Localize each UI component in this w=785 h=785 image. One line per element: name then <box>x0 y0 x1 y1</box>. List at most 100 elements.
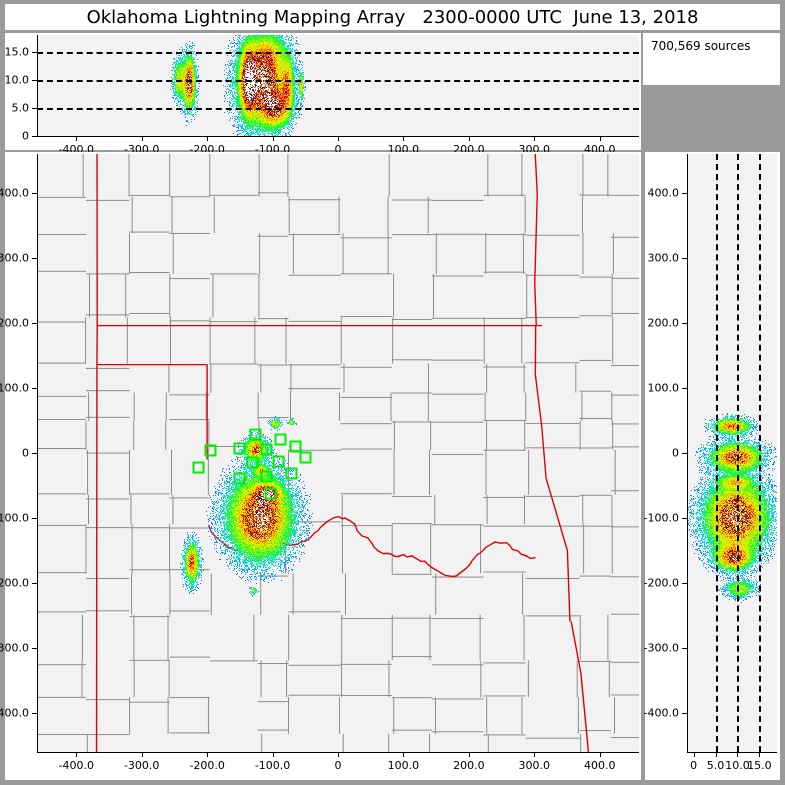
vertical-gridline <box>737 154 740 752</box>
y-tick-label: -300.0 <box>643 641 679 655</box>
x-tick-label: 400.0 <box>583 759 616 772</box>
y-tick <box>32 51 37 53</box>
x-tick-label: 5.0 <box>706 759 725 772</box>
x-tick-label: 10.0 <box>725 759 750 772</box>
y-tick-label: 100.0 <box>0 381 29 395</box>
y-tick-label: -400.0 <box>643 706 679 720</box>
y-tick <box>32 136 37 137</box>
x-tick-label: 0 <box>690 759 698 772</box>
y-tick-label: -100.0 <box>0 511 29 525</box>
y-tick <box>32 323 37 324</box>
y-tick-label: 300.0 <box>0 251 29 265</box>
y-axis-line <box>37 35 38 136</box>
y-tick <box>682 453 687 454</box>
x-tick <box>693 752 695 757</box>
x-tick <box>207 752 209 757</box>
x-tick <box>207 136 209 141</box>
y-tick-label: -300.0 <box>0 641 29 655</box>
y-tick <box>32 107 37 109</box>
y-tick <box>682 583 687 584</box>
y-tick <box>682 518 687 519</box>
x-tick <box>272 136 274 141</box>
y-tick-label: -400.0 <box>0 706 29 720</box>
page-title: Oklahoma Lightning Mapping Array 2300-00… <box>86 6 699 28</box>
plan-view-plot <box>37 154 639 752</box>
altitude-vs-east-west-panel: -400.0 -300.0 -200.0 -100.0 0 100.0 200.0 300.0… <box>4 33 641 156</box>
y-tick <box>682 258 687 259</box>
x-tick <box>468 136 470 141</box>
y-tick <box>32 453 37 454</box>
x-tick <box>272 752 274 757</box>
x-tick-label: 100.0 <box>387 759 420 772</box>
x-tick <box>403 752 405 757</box>
x-tick <box>599 752 601 757</box>
y-tick <box>32 388 37 389</box>
x-tick <box>141 136 143 141</box>
y-tick <box>32 193 37 194</box>
y-tick-label: 200.0 <box>0 316 29 330</box>
x-tick <box>715 752 717 757</box>
y-tick <box>682 713 687 714</box>
x-tick <box>534 752 536 757</box>
y-tick <box>32 518 37 519</box>
y-tick-label: -100.0 <box>643 511 679 525</box>
x-tick <box>468 752 470 757</box>
y-tick <box>32 648 37 649</box>
y-tick-label: 300.0 <box>647 251 680 265</box>
y-tick <box>32 583 37 584</box>
x-tick <box>338 752 339 757</box>
x-tick <box>534 136 536 141</box>
x-tick-label: 300.0 <box>518 759 551 772</box>
x-tick <box>76 752 78 757</box>
horizontal-gridline <box>37 107 639 110</box>
y-tick <box>682 193 687 194</box>
y-tick <box>32 713 37 714</box>
x-tick-label: 0 <box>334 143 342 156</box>
station-markers-canvas <box>37 154 639 752</box>
altitude-vs-north-south-panel: 0 5.0 10.0 15.0 -400.0 -300.0 -200.0 -100.0 0 100… <box>643 152 780 780</box>
y-tick-label: 100.0 <box>647 381 680 395</box>
y-tick-label: 5.0 <box>11 101 30 115</box>
x-tick-label: -300.0 <box>123 759 160 772</box>
altitude-vs-east-west-plot <box>37 35 639 136</box>
x-tick <box>759 752 761 757</box>
x-tick-label: 15.0 <box>747 759 772 772</box>
source-density-canvas-top <box>37 35 639 136</box>
x-tick <box>403 136 405 141</box>
y-tick-label: 0 <box>672 446 679 460</box>
y-tick <box>682 648 687 649</box>
x-tick-label: 200.0 <box>453 759 485 772</box>
altitude-vs-north-south-plot <box>687 154 777 752</box>
y-axis-line <box>687 154 688 752</box>
x-tick <box>737 752 739 757</box>
y-tick <box>32 258 37 259</box>
x-tick-label: -100.0 <box>254 759 291 772</box>
horizontal-gridline <box>37 79 639 82</box>
x-tick-label: -200.0 <box>189 759 225 772</box>
y-tick-label: -200.0 <box>643 576 679 590</box>
x-tick-label: -400.0 <box>58 759 94 772</box>
x-tick <box>141 752 143 757</box>
y-tick-label: 400.0 <box>647 186 680 200</box>
y-tick-label: 200.0 <box>647 316 680 330</box>
y-tick <box>32 79 37 81</box>
y-tick-label: 0 <box>22 129 29 143</box>
x-tick <box>76 136 78 141</box>
y-axis-line <box>37 154 38 752</box>
title-bar: Oklahoma Lightning Mapping Array 2300-00… <box>5 4 780 30</box>
y-tick-label: 10.0 <box>4 73 30 87</box>
x-tick-label: 0 <box>334 759 342 772</box>
y-tick-label: 15.0 <box>4 45 30 59</box>
y-tick <box>682 388 687 389</box>
x-axis-line <box>687 752 777 753</box>
x-tick <box>338 136 339 141</box>
source-count-box: 700,569 sources <box>643 33 780 85</box>
source-density-canvas-right <box>687 154 777 752</box>
plan-view-map-panel: -400.0 -300.0 -200.0 -100.0 0 100.0 200.0 300.0… <box>0 152 641 780</box>
source-count-label: 700,569 sources <box>651 39 751 53</box>
vertical-gridline <box>759 154 762 752</box>
horizontal-gridline <box>37 51 639 54</box>
y-tick-label: 0 <box>22 446 29 460</box>
vertical-gridline <box>715 154 718 752</box>
